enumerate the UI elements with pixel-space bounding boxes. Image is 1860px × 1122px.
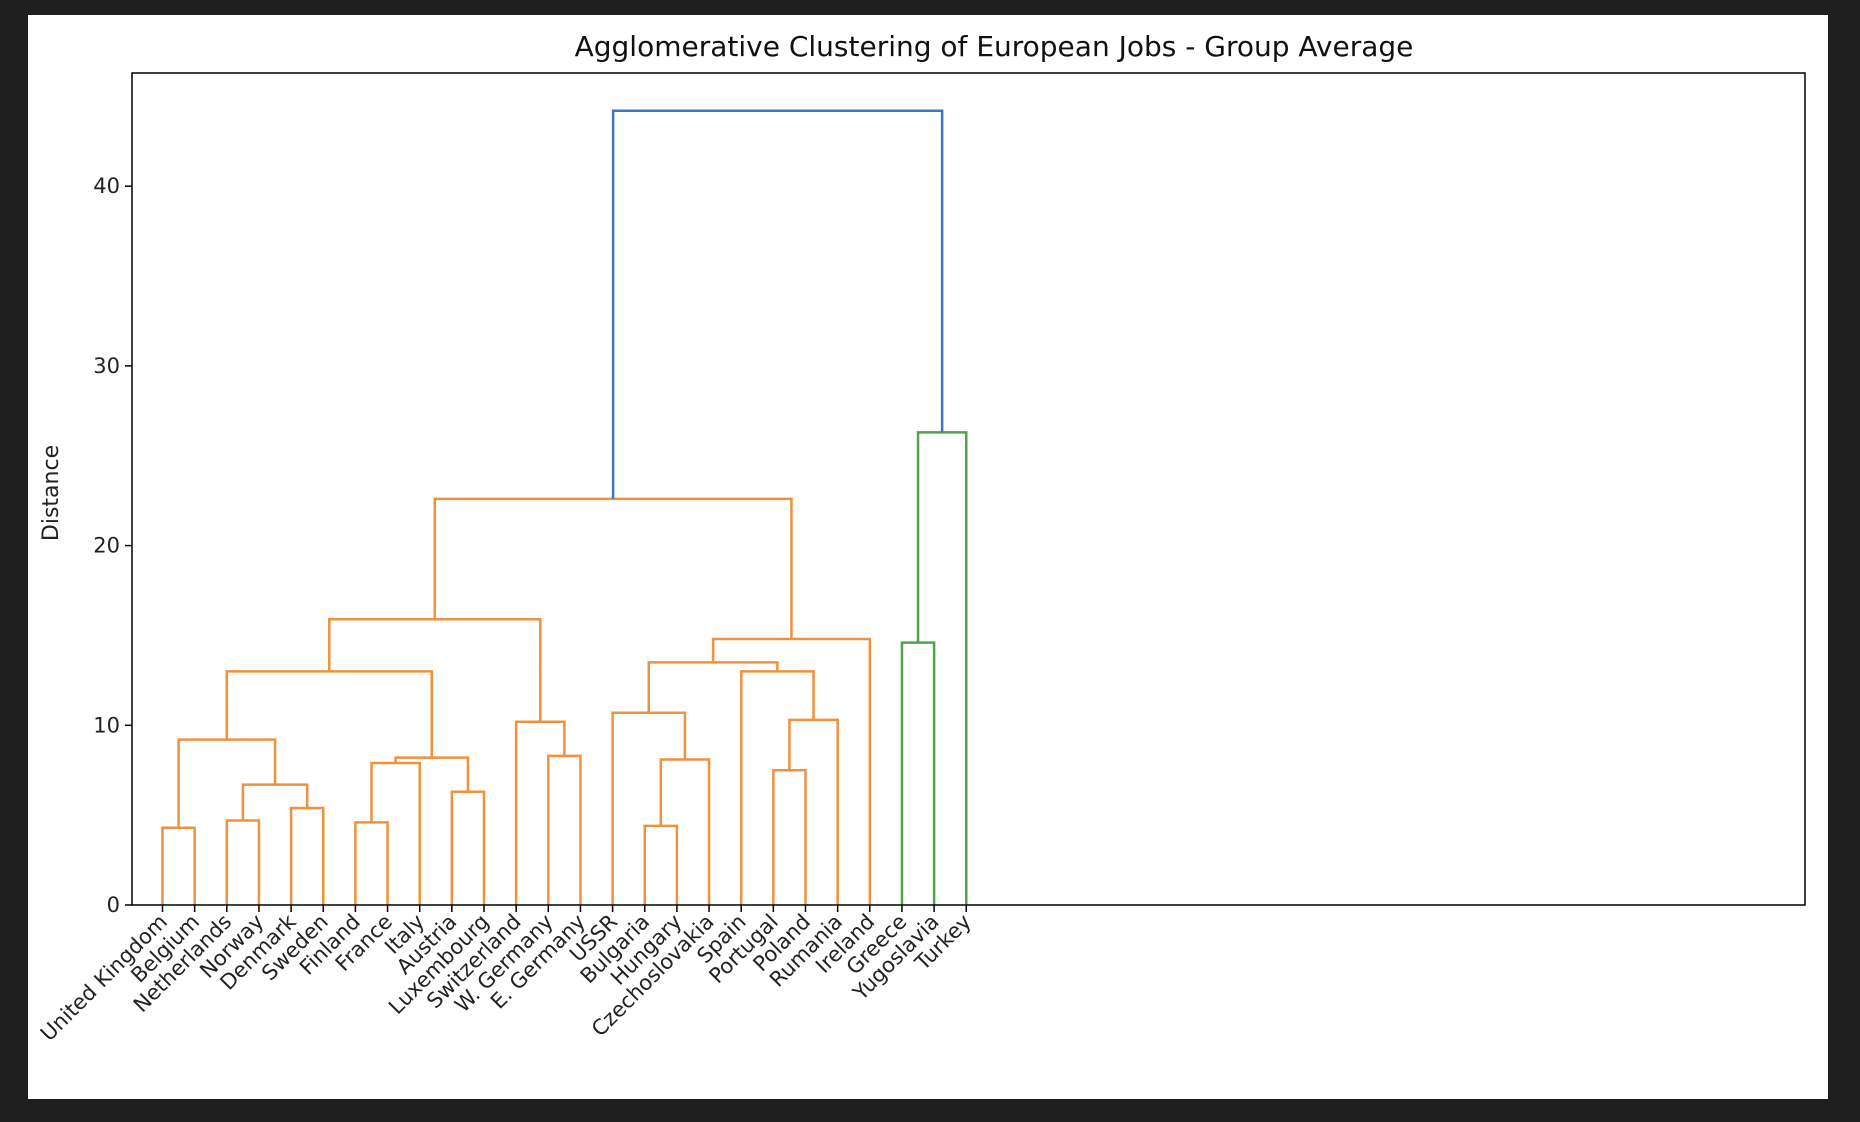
dendrogram-link-23	[916, 431, 968, 905]
plot-frame	[131, 72, 1806, 906]
dendrogram-link-10	[547, 754, 582, 905]
y-axis-label: Distance	[39, 445, 64, 541]
y-tick-label: 10	[93, 713, 120, 737]
dendrogram-chart: Agglomerative Clustering of European Job…	[36, 30, 1806, 1046]
dendrogram-link-11	[514, 720, 566, 905]
dendrogram-link-24	[611, 109, 944, 499]
dendrogram-link-1	[225, 819, 261, 905]
dendrogram-link-22	[900, 641, 936, 905]
dendrogram-link-17	[788, 718, 839, 905]
dendrogram-link-15	[611, 711, 687, 905]
dendrogram-link-19	[647, 661, 779, 713]
y-tick-label: 0	[107, 893, 120, 917]
dendrogram-link-20	[711, 637, 872, 905]
y-tick-label: 40	[93, 174, 120, 198]
dendrogram-link-14	[659, 758, 711, 905]
dendrogram-link-13	[643, 824, 679, 905]
dendrogram-links	[161, 109, 968, 905]
dendrogram-link-6	[370, 761, 421, 905]
dendrogram-link-7	[450, 790, 486, 905]
dendrogram-link-3	[241, 783, 309, 821]
dendrogram-link-2	[289, 806, 325, 905]
chart-title: Agglomerative Clustering of European Job…	[575, 30, 1414, 63]
y-tick-label: 20	[93, 534, 120, 558]
dendrogram-link-18	[739, 670, 815, 905]
dendrogram-link-16	[772, 768, 807, 905]
dendrogram-link-9	[225, 670, 434, 758]
dendrogram-link-0	[161, 826, 196, 905]
dendrogram-link-5	[354, 821, 389, 905]
y-tick-label: 30	[93, 354, 120, 378]
x-axis: United KingdomBelgiumNetherlandsNorwayDe…	[36, 905, 976, 1046]
y-axis: 0 10 20 30 40	[93, 174, 132, 917]
dendrogram-link-21	[433, 497, 793, 640]
figure-canvas: Agglomerative Clustering of European Job…	[28, 15, 1828, 1099]
